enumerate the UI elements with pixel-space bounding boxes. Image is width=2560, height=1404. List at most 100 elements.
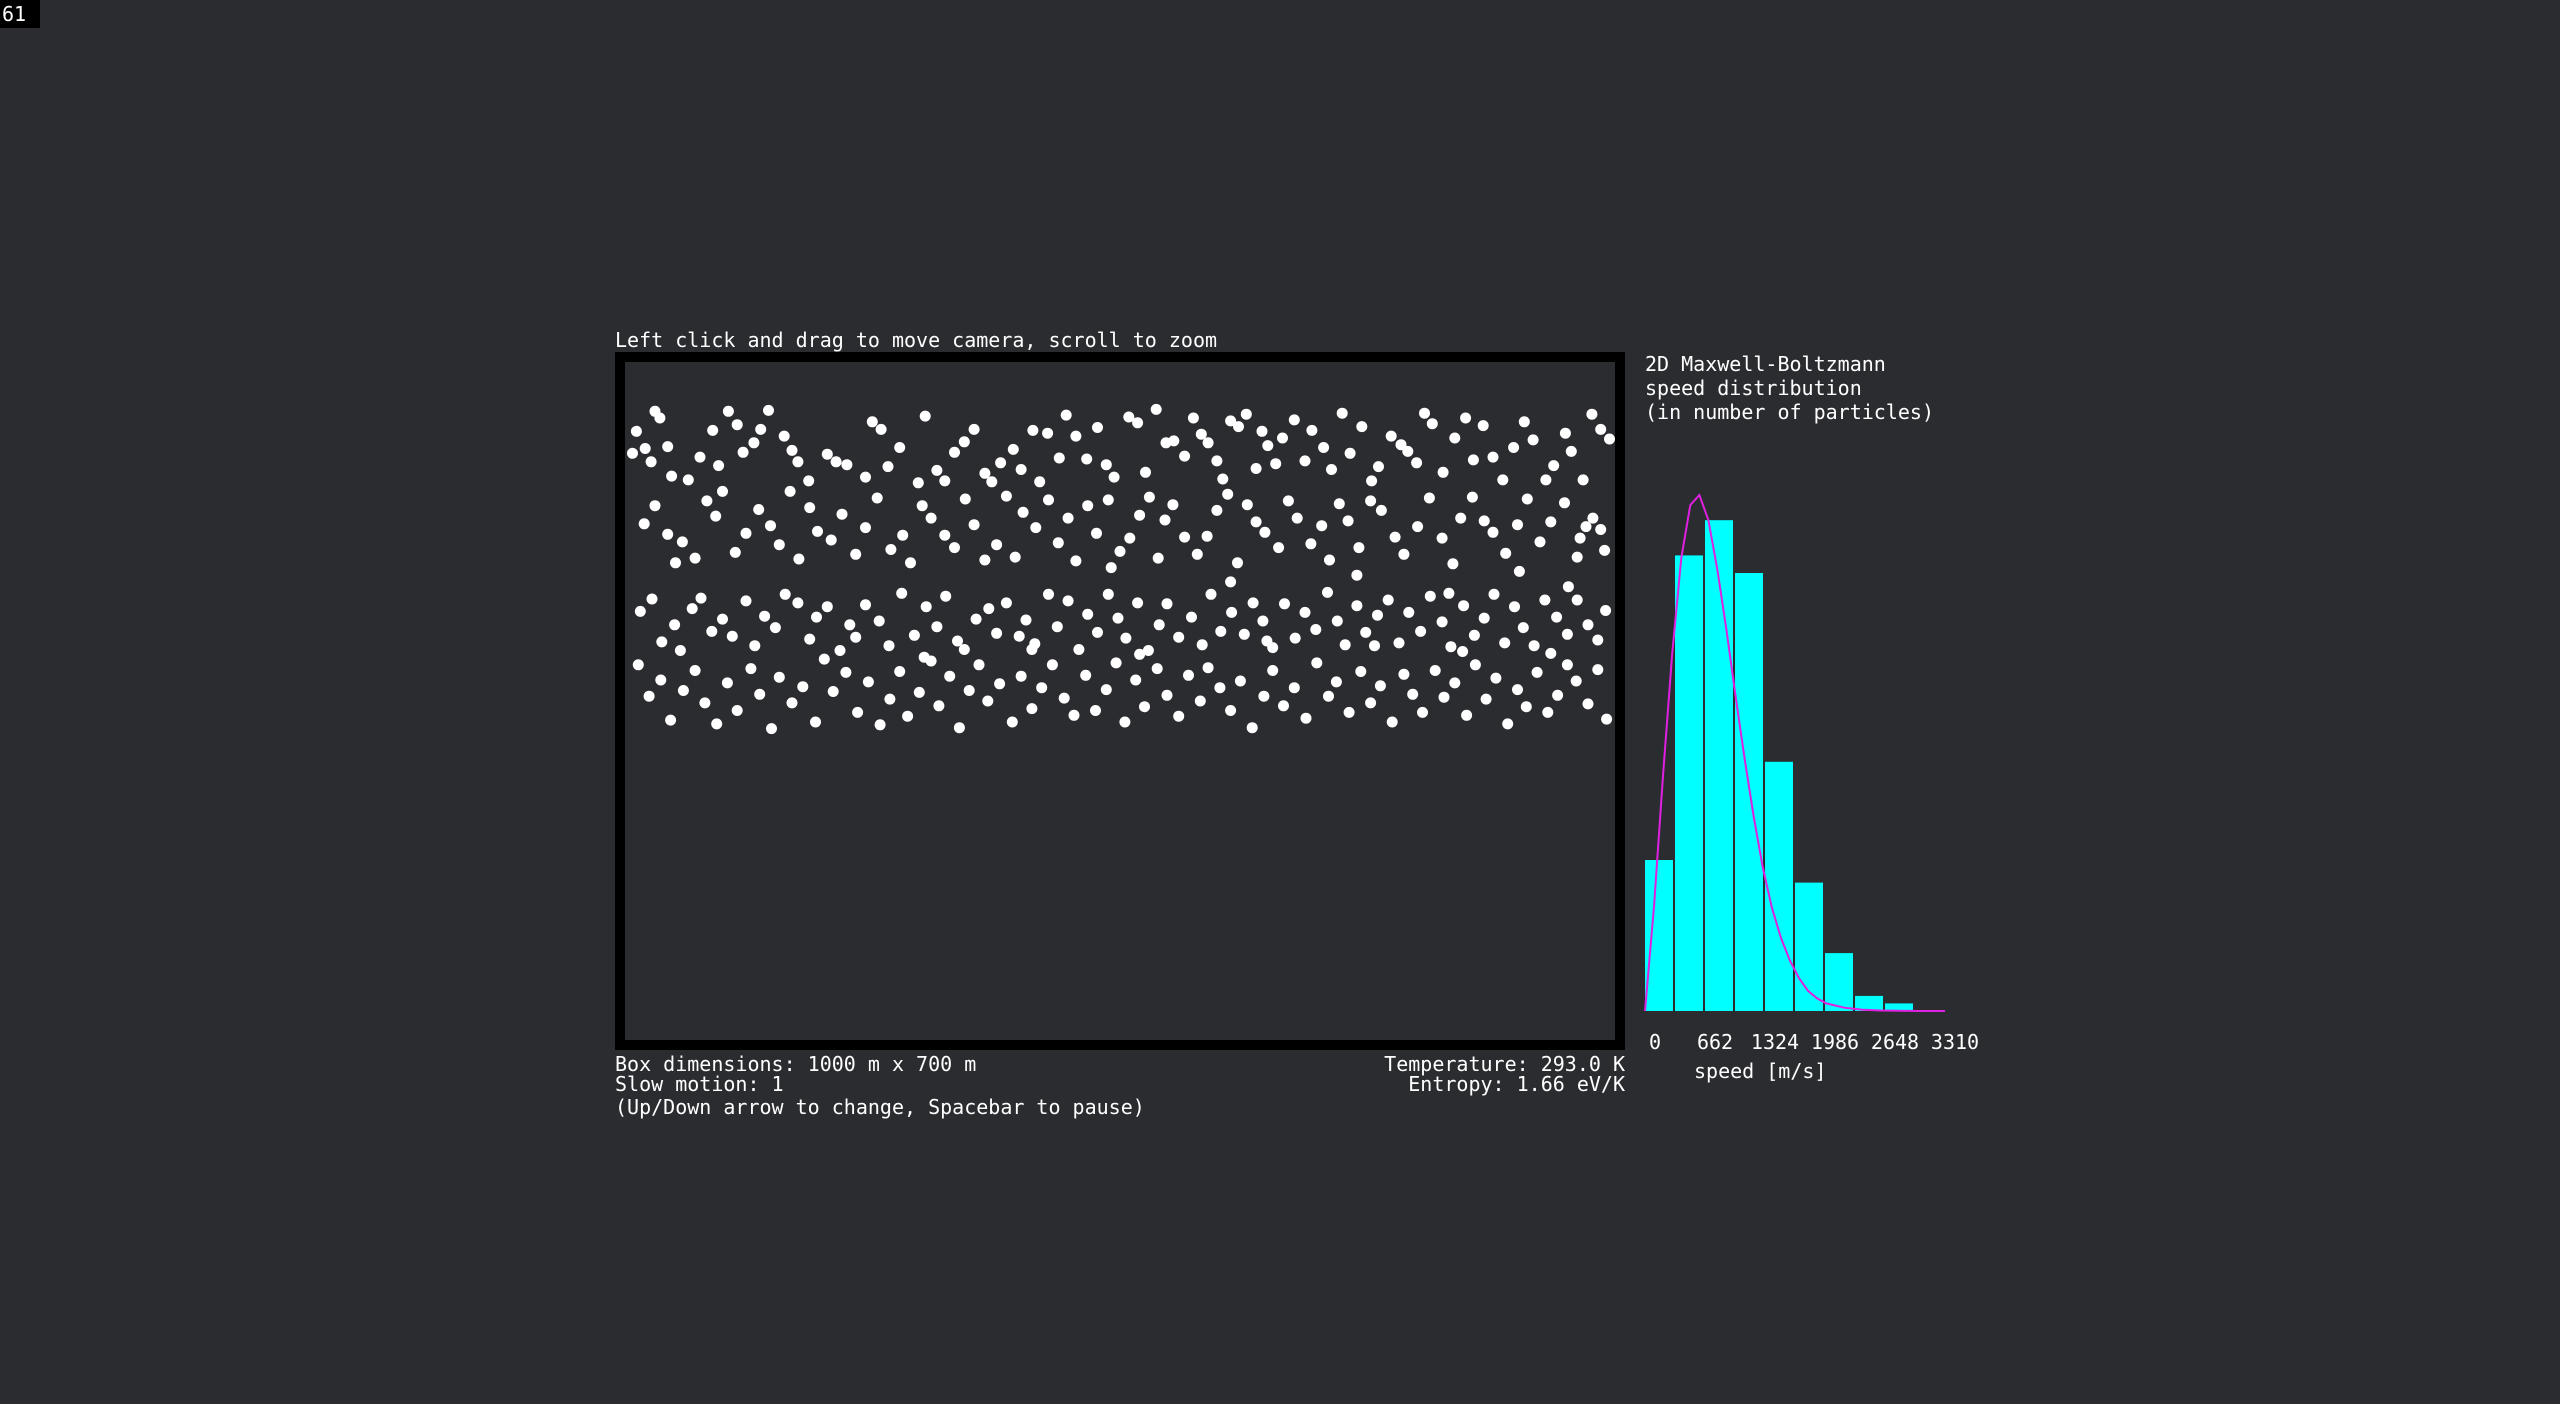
particle (1601, 713, 1613, 725)
particle (1062, 512, 1074, 524)
particle (821, 601, 833, 613)
particle (1551, 611, 1563, 623)
particle (1333, 498, 1345, 510)
particle (665, 714, 677, 726)
particle (1322, 586, 1333, 598)
particle (812, 525, 823, 537)
particle (1258, 690, 1270, 702)
particle (1168, 435, 1180, 447)
particle (1288, 682, 1300, 694)
particle (939, 475, 951, 487)
particle (769, 622, 781, 634)
particle (1487, 451, 1499, 463)
particle (1211, 455, 1223, 467)
particle (1542, 706, 1554, 718)
particle (1277, 432, 1288, 444)
particle (1518, 416, 1530, 428)
particle (1565, 445, 1577, 457)
particle (1092, 626, 1103, 638)
particle (1034, 476, 1046, 488)
particle (1531, 666, 1543, 678)
particle (1403, 606, 1415, 618)
particle (1571, 594, 1583, 606)
particle (1017, 506, 1029, 518)
particle (986, 476, 998, 488)
particle (968, 519, 980, 531)
particle (1007, 443, 1019, 455)
particle (1211, 504, 1223, 516)
particle (1460, 412, 1472, 424)
particle (1429, 665, 1441, 676)
particle (1247, 597, 1259, 609)
particle (1195, 428, 1207, 440)
particle (1552, 689, 1564, 701)
particle (1595, 423, 1607, 435)
histogram-bar (1855, 995, 1883, 1011)
particle (1102, 494, 1114, 506)
particle (1134, 509, 1146, 521)
particle (1461, 709, 1473, 721)
particle (646, 593, 658, 605)
particle (1508, 442, 1520, 453)
particle (1299, 455, 1311, 467)
particle (1179, 450, 1191, 462)
particle (707, 424, 719, 436)
particle (1436, 616, 1448, 628)
particle-field[interactable] (625, 362, 1615, 1040)
particle (1278, 700, 1289, 712)
particle (1250, 463, 1262, 474)
particle (1246, 722, 1258, 734)
particle (925, 512, 937, 524)
particle (1415, 625, 1427, 637)
particle (689, 665, 701, 676)
particle (669, 619, 681, 631)
particle (1262, 440, 1274, 452)
histogram-bar (1675, 555, 1703, 1011)
particle (1123, 411, 1135, 423)
particle (1600, 605, 1612, 616)
particle (677, 685, 689, 696)
particle (1545, 516, 1557, 528)
particle (1339, 639, 1351, 651)
particle (686, 603, 698, 615)
particle (1458, 600, 1470, 612)
particle (1372, 609, 1383, 621)
particle (1299, 606, 1311, 618)
particle (1402, 445, 1414, 457)
particle (695, 592, 707, 604)
particle (991, 627, 1003, 639)
particle (1521, 493, 1533, 505)
fps-counter: 61 (0, 0, 40, 28)
particle (1100, 684, 1112, 696)
particle (632, 659, 644, 671)
particle (1082, 608, 1094, 620)
particle (1539, 594, 1551, 606)
particle (1437, 466, 1449, 478)
particle (1062, 595, 1074, 607)
particle (1326, 464, 1337, 475)
particle (645, 456, 657, 468)
particle (1015, 464, 1027, 475)
particle (1215, 625, 1227, 637)
particle (939, 529, 951, 541)
particle (1036, 682, 1048, 694)
particle (1226, 606, 1238, 618)
simulation-box[interactable] (615, 352, 1625, 1050)
temperature-readout: Temperature: 293.0 K (1384, 1052, 1625, 1076)
particle (1196, 639, 1208, 651)
particle (722, 405, 734, 417)
particle (818, 653, 830, 665)
particle (871, 492, 883, 504)
particle (979, 554, 991, 566)
particle (908, 629, 920, 641)
particle (1205, 588, 1217, 600)
particle (792, 597, 804, 609)
particle (949, 542, 960, 554)
particle (1545, 647, 1557, 659)
particle (1152, 552, 1164, 564)
particle (1291, 512, 1303, 524)
particle (916, 500, 928, 512)
particle (1046, 659, 1058, 671)
particle (1395, 439, 1407, 451)
particle (1360, 626, 1372, 638)
